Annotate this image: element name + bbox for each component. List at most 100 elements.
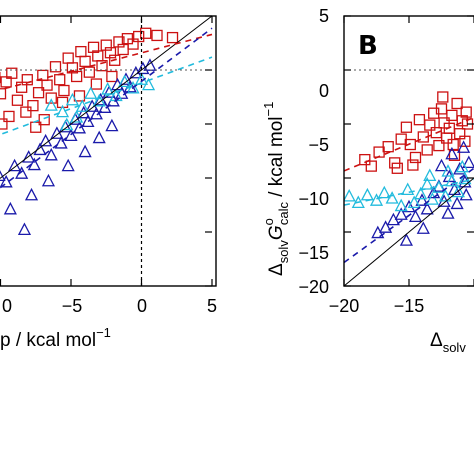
panel-a-square-point	[21, 74, 33, 86]
panel-b-triangle-point	[441, 206, 455, 219]
panel-a-square-point	[38, 114, 50, 126]
panel-a-triangle-point	[101, 82, 115, 95]
panel-a-square-point	[20, 106, 32, 118]
panel-a-square-point	[106, 70, 118, 83]
panel-b-fit-line	[344, 167, 474, 264]
panel-a-triangle-point	[84, 86, 98, 99]
panel-a-square-point	[0, 88, 7, 100]
panel-a-triangle-point	[143, 58, 157, 71]
panel-b-triangle-point	[369, 193, 384, 206]
panel-b-label-box	[350, 22, 390, 62]
panel-b-square-point	[448, 149, 461, 161]
panel-b-y-tick-label: 5	[319, 6, 329, 26]
panel-b-triangle-point	[401, 182, 415, 196]
panel-a-triangle-point	[141, 77, 156, 91]
panel-b-square-point	[407, 159, 419, 171]
panel-a-triangle-point	[78, 144, 92, 158]
panel-a: 0 −5 0 5 p / kcal mol−1	[0, 15, 217, 351]
panel-a-x-tick-label: 5	[207, 296, 217, 316]
panel-b-square-point	[413, 114, 426, 126]
panel-a-triangle-point	[65, 92, 79, 106]
panel-b-triangle-point	[455, 159, 469, 173]
panel-a-x-axis-title: p / kcal mol−1	[0, 325, 111, 351]
panel-b-y-tick-label: 0	[319, 81, 329, 101]
panel-b-x-axis-title: Δsolv	[430, 330, 466, 355]
panel-a-square-point	[0, 118, 8, 130]
panel-b-triangle-point	[402, 199, 416, 213]
panel-a-x-axis-title-text: p / kcal mol	[0, 330, 96, 351]
panel-b-triangle-point	[457, 140, 471, 153]
panel-b-x-axis-title-sub: solv	[443, 340, 467, 355]
panel-b-triangle-point	[407, 195, 421, 208]
panel-a-x-tick-label: 0	[2, 296, 12, 316]
panel-b-square-point	[447, 138, 459, 151]
panel-b-triangle-point	[379, 220, 393, 233]
panel-b-square-point	[446, 109, 458, 122]
panel-b-triangle-point	[453, 161, 467, 175]
panel-a-square-point	[90, 78, 103, 90]
panel-b-triangle-point	[394, 207, 408, 220]
panel-b-triangle-point	[420, 201, 434, 215]
panel-b-y-axis-title-o: o	[261, 218, 276, 225]
panel-a-triangle-point	[81, 114, 95, 127]
panel-b-y-axis-title-g: G	[266, 225, 287, 240]
panel-a-guides	[0, 16, 213, 286]
panel-a-square-point	[133, 30, 145, 43]
panel-a-triangle-point	[17, 222, 32, 235]
panel-b-square-point	[424, 119, 436, 131]
panel-a-square-point	[3, 110, 15, 123]
panel-b-triangle-point	[451, 184, 465, 198]
panel-a-triangle-point	[72, 120, 87, 134]
panel-b-triangle-point	[415, 193, 429, 206]
panel-b-triangle-point	[408, 209, 423, 223]
panel-b-y-tick-label: −20	[298, 277, 329, 297]
panel-b-x-tick-label: −20	[329, 296, 360, 316]
panel-b-label: B	[358, 31, 378, 61]
panel-b-y-axis-title-calc: calc	[276, 202, 291, 226]
panel-a-triangle-point	[64, 128, 78, 142]
panel-b-guides	[344, 69, 474, 286]
panel-b-triangle-point	[420, 177, 434, 190]
panel-a-square-point	[66, 62, 79, 74]
panel-b-y-axis-title: ΔsolvGocalc / kcal mol−1	[261, 102, 291, 276]
panel-a-triangle-point	[115, 86, 129, 99]
panel-a-square-point	[113, 36, 125, 48]
panel-b-fit-line	[344, 178, 474, 206]
panel-b-square-point	[441, 132, 453, 144]
panel-b-x-axis-title-delta: Δ	[430, 330, 443, 351]
panel-b-triangle-point	[445, 146, 459, 160]
panel-a-triangle-point	[0, 174, 13, 188]
panel-a-x-axis-title-exponent: −1	[96, 325, 111, 340]
panel-a-triangle-point	[41, 173, 56, 187]
panel-b-triangle-point	[450, 196, 464, 210]
panel-a-square-point	[32, 87, 45, 99]
panel-b-y-axis-title-exponent: −1	[261, 102, 276, 117]
panel-b-triangle-point	[441, 164, 455, 177]
panel-b-triangle-point	[445, 173, 459, 187]
panel-b-identity-line	[344, 177, 474, 286]
panel-b-square-point	[435, 103, 448, 115]
panel-b-y-tick-label: −10	[298, 189, 329, 209]
panel-a-frame	[0, 15, 217, 287]
panel-b-triangle-point	[394, 198, 408, 212]
panel-b-square-point	[428, 107, 440, 119]
panel-b-triangle-point	[414, 186, 428, 200]
panel-a-triangle-point	[70, 110, 84, 123]
panel-a-triangle-point	[60, 117, 74, 131]
panel-b: B 5 0 −5 −10 −15 −20 −20 −15 Δsolv Δsolv…	[261, 6, 474, 355]
panel-b-y-axis-title-delta: Δ	[266, 263, 287, 276]
panel-b-triangle-point	[423, 168, 437, 181]
panel-b-ticks	[343, 15, 474, 287]
panel-a-square-point	[104, 47, 117, 59]
panel-b-square-point	[421, 144, 433, 156]
panel-a-triangle-point	[24, 187, 39, 201]
panel-b-square-point	[359, 153, 371, 166]
panel-a-square-point	[75, 45, 87, 58]
panel-a-square-point	[70, 70, 83, 83]
panel-a-x-tick-label: −5	[62, 296, 83, 316]
panel-a-triangle-point	[33, 142, 47, 156]
panel-b-y-axis-title-unit: / kcal mol	[266, 117, 287, 203]
panel-a-square-point	[166, 31, 179, 44]
panel-b-points	[344, 91, 474, 246]
